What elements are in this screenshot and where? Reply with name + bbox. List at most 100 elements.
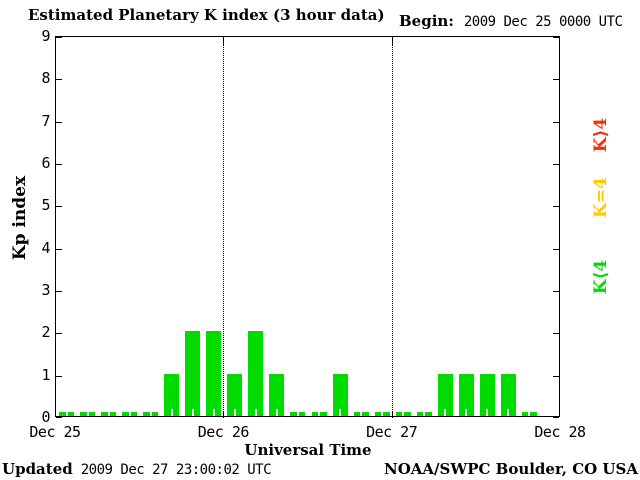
day-boundary-tick <box>223 37 225 46</box>
bar-center-tick <box>149 409 152 416</box>
kp-bar <box>500 373 516 416</box>
y-tick-0 <box>553 417 559 418</box>
y-tick-label-5: 5 <box>41 196 50 215</box>
bar-center-tick <box>465 409 468 416</box>
kp-bar <box>416 409 432 416</box>
bar-center-tick <box>486 409 489 416</box>
y-tick-label-3: 3 <box>41 281 50 299</box>
y-tick-label-9: 9 <box>41 27 50 45</box>
y-tick-1 <box>56 375 62 377</box>
bar-center-tick <box>528 409 531 416</box>
kp-bar <box>101 409 117 416</box>
y-tick-3 <box>553 291 559 292</box>
y-tick-label-4: 4 <box>41 238 50 257</box>
kp-bar <box>59 409 75 416</box>
y-tick-0 <box>56 417 62 418</box>
bar-center-tick <box>444 409 447 416</box>
y-tick-7 <box>553 121 559 123</box>
bar-center-tick <box>170 409 173 416</box>
bar-center-tick <box>233 409 236 416</box>
y-tick-label-6: 6 <box>41 154 50 172</box>
bar-center-tick <box>339 409 342 416</box>
x-tick-label: Dec 26 <box>197 423 250 441</box>
y-tick-6 <box>553 164 559 165</box>
kp-bar <box>521 409 537 416</box>
bar-center-tick <box>507 409 510 416</box>
x-tick-label: Dec 25 <box>29 423 81 441</box>
legend-item-1: K=4 <box>591 177 611 218</box>
bar-center-tick <box>212 409 215 416</box>
kp-bar <box>374 409 390 416</box>
legend-item-0: K⟨4 <box>591 259 611 295</box>
bar-center-tick <box>318 409 321 416</box>
bar-center-tick <box>296 409 299 416</box>
bar-center-tick <box>191 409 194 416</box>
y-tick-2 <box>553 333 559 335</box>
kp-bar <box>479 373 495 416</box>
day-boundary-tick <box>223 411 225 418</box>
kp-bar <box>122 409 138 416</box>
kp-bar <box>80 409 96 416</box>
y-tick-2 <box>56 333 62 335</box>
begin-info: Begin: 2009 Dec 25 0000 UTC <box>399 12 623 30</box>
kp-bar <box>290 409 306 416</box>
day-boundary-tick <box>391 37 393 46</box>
y-tick-label-0: 0 <box>41 408 50 426</box>
y-tick-6 <box>56 164 62 165</box>
y-tick-label-2: 2 <box>41 323 50 342</box>
chart-title: Estimated Planetary K index (3 hour data… <box>28 6 385 24</box>
x-tick-label: Dec 28 <box>534 423 586 441</box>
kp-bar <box>353 409 369 416</box>
y-tick-label-1: 1 <box>41 365 50 384</box>
y-tick-5 <box>56 206 62 208</box>
y-tick-9 <box>553 37 559 38</box>
updated-label: Updated <box>2 460 73 478</box>
bar-center-tick <box>107 409 110 416</box>
bar-center-tick <box>381 409 384 416</box>
kp-bar <box>437 373 453 416</box>
kp-bar <box>332 373 348 416</box>
y-tick-4 <box>553 248 559 250</box>
y-tick-7 <box>56 121 62 123</box>
plot-area <box>55 36 560 418</box>
y-tick-5 <box>553 206 559 208</box>
y-tick-3 <box>56 291 62 292</box>
begin-value: 2009 Dec 25 0000 UTC <box>463 14 623 30</box>
day-boundary-tick <box>391 411 393 418</box>
bar-center-tick <box>275 409 278 416</box>
begin-label: Begin: <box>399 12 454 30</box>
y-tick-1 <box>553 375 559 377</box>
kp-bar <box>248 331 264 416</box>
kp-bar <box>143 409 159 416</box>
kp-bar <box>311 409 327 416</box>
legend-item-2: K⟩4 <box>591 117 611 153</box>
kp-bar <box>395 409 411 416</box>
kp-bar <box>227 373 243 416</box>
bar-center-tick <box>402 409 405 416</box>
y-tick-4 <box>56 248 62 250</box>
kp-bar <box>164 373 180 416</box>
updated-value: 2009 Dec 27 23:00:02 UTC <box>80 462 272 478</box>
y-tick-9 <box>56 37 62 38</box>
x-axis-title: Universal Time <box>244 441 372 459</box>
kp-bar <box>206 331 222 416</box>
y-tick-label-7: 7 <box>41 111 50 130</box>
x-tick-label: Dec 27 <box>366 423 418 441</box>
bar-center-tick <box>360 409 363 416</box>
y-tick-8 <box>553 79 559 81</box>
kp-bar <box>185 331 201 416</box>
y-tick-label-8: 8 <box>41 69 50 88</box>
kp-bar <box>269 373 285 416</box>
bar-center-tick <box>254 409 257 416</box>
updated-info: Updated 2009 Dec 27 23:00:02 UTC <box>2 460 272 478</box>
y-tick-8 <box>56 79 62 81</box>
day-boundary-gridline <box>391 37 394 416</box>
day-boundary-gridline <box>223 37 225 416</box>
kp-bar <box>458 373 474 416</box>
bar-center-tick <box>128 409 131 416</box>
bar-center-tick <box>65 409 68 416</box>
bar-center-tick <box>423 409 426 416</box>
bar-center-tick <box>86 409 89 416</box>
credit-text: NOAA/SWPC Boulder, CO USA <box>383 460 638 478</box>
